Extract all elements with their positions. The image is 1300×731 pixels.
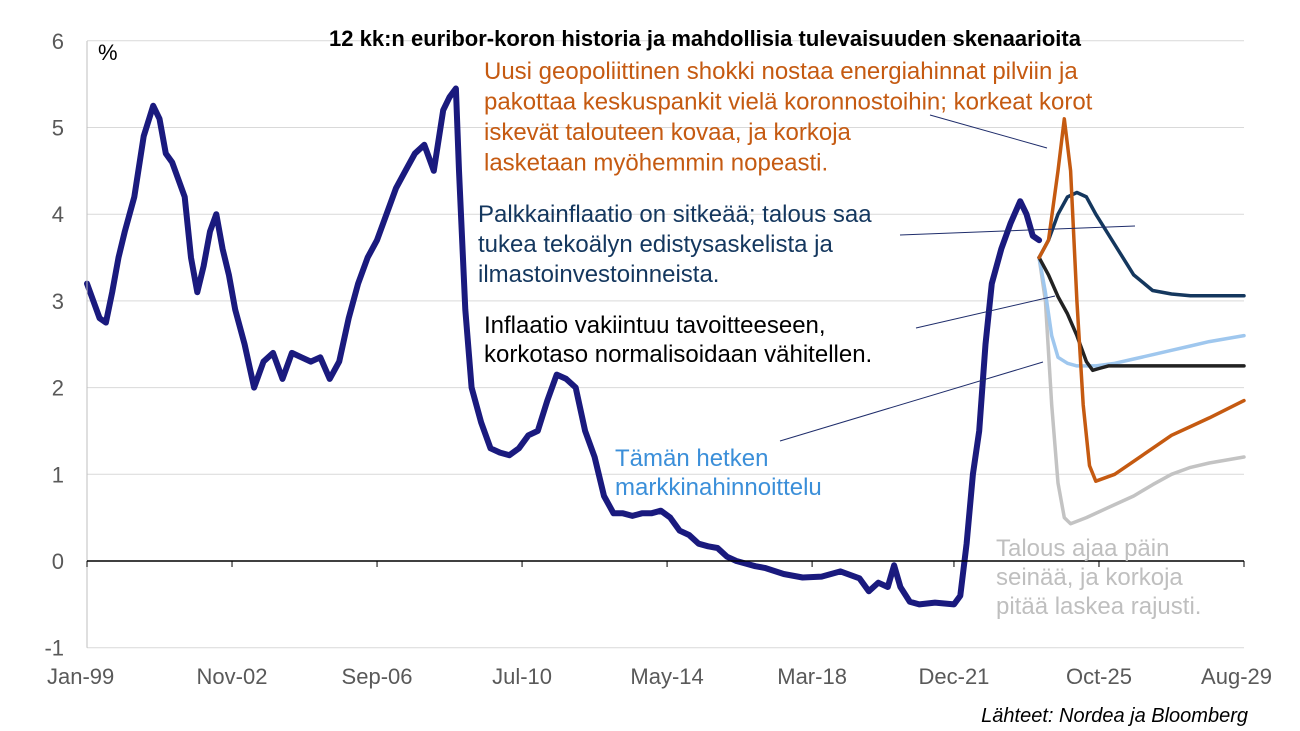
series-line-history	[84, 85, 1043, 608]
axes: -1 0 1 2 3 4 5 6 Jan-99 Nov-02 Sep-06 Jul-10 May-14 M…	[44, 29, 1272, 689]
leader-inflation	[915, 295, 1056, 329]
series-line-scenario-2	[1037, 190, 1246, 298]
series-line-scenario-1	[1037, 117, 1246, 483]
y-tick-label: 5	[52, 116, 64, 141]
annotations: Uusi geopoliittinen shokki nostaa energi…	[478, 58, 1201, 620]
annotation-crash-line: pitää laskea rajusti.	[996, 593, 1201, 620]
annotation-crash-line: seinää, ja korkoja	[996, 564, 1183, 591]
gridlines	[87, 40, 1244, 649]
annotation-crash-line: Talous ajaa päin	[996, 535, 1169, 562]
annotation-wage-line: tukea tekoälyn edistysaskelista ja	[478, 231, 834, 258]
series-lines	[84, 85, 1246, 608]
y-unit-label: %	[98, 40, 118, 65]
annotation-inflation-line: korkotaso normalisoidaan vähitellen.	[484, 341, 872, 368]
annotation-wage-line: ilmastoinvestoinneista.	[478, 261, 719, 288]
leader-market	[779, 361, 1044, 442]
annotation-wage-line: Palkkainflaatio on sitkeää; talous saa	[478, 201, 872, 228]
y-tick-label: -1	[44, 636, 64, 661]
x-tick-label: Dec-21	[919, 664, 990, 689]
x-tick-label: Mar-18	[777, 664, 847, 689]
annotation-market-line: markkinahinnoittelu	[615, 474, 822, 501]
annotation-geopolitical-line: pakottaa keskuspankit vielä koronnostoih…	[484, 89, 1093, 116]
y-tick-label: 6	[52, 29, 64, 54]
annotation-geopolitical-line: Uusi geopoliittinen shokki nostaa energi…	[484, 58, 1078, 85]
annotation-inflation-line: Inflaatio vakiintuu tavoitteeseen,	[484, 312, 826, 339]
x-tick-label: Sep-06	[342, 664, 413, 689]
series-line-scenario-3	[1037, 255, 1246, 373]
series-line-scenario-5	[1037, 255, 1246, 526]
x-tick-label: Aug-29	[1201, 664, 1272, 689]
annotation-market-line: Tämän hetken	[615, 445, 768, 472]
y-tick-label: 0	[52, 549, 64, 574]
x-tick-label: Nov-02	[197, 664, 268, 689]
annotation-leader-lines	[779, 114, 1136, 442]
source-note: Lähteet: Nordea ja Bloomberg	[981, 705, 1248, 727]
y-tick-label: 4	[52, 202, 64, 227]
annotation-geopolitical-line: lasketaan myöhemmin nopeasti.	[484, 150, 828, 177]
x-tick-label: May-14	[630, 664, 703, 689]
leader-wage	[899, 225, 1136, 236]
x-tick-label: Jul-10	[492, 664, 552, 689]
y-tick-label: 3	[52, 289, 64, 314]
x-tick-label: Oct-25	[1066, 664, 1132, 689]
chart-title: 12 kk:n euribor-koron historia ja mahdol…	[329, 26, 1082, 51]
leader-geopolitical	[929, 114, 1048, 149]
y-tick-label: 2	[52, 376, 64, 401]
x-tick-label: Jan-99	[47, 664, 114, 689]
annotation-geopolitical-line: iskevät talouteen kovaa, ja korkoja	[484, 119, 852, 146]
series-line-scenario-4	[1037, 255, 1246, 368]
y-tick-label: 1	[52, 462, 64, 487]
